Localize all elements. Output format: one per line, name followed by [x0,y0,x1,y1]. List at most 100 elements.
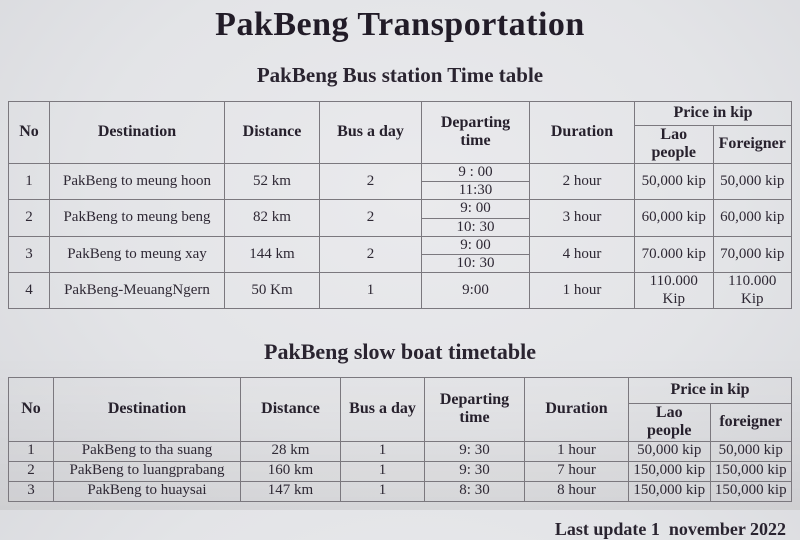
col-header-destination: Destination [53,376,241,442]
cell-duration: 4 hour [529,235,635,274]
bus-table-header: No Destination Distance Bus a day Depart… [8,101,792,164]
cell-distance: 52 km [224,162,320,201]
col-header-distance: Distance [240,376,341,442]
cell-distance: 28 km [240,440,341,462]
cell-duration: 1 hour [524,440,629,462]
cell-departing-time-1: 9: 00 [421,235,530,256]
header-row: No Destination Distance Bus a day Depart… [8,101,792,164]
cell-bus-a-day: 1 [340,460,425,482]
table-subrow: 10: 30 [9,254,792,274]
cell-price-lao: 50,000 kip [634,162,714,201]
cell-no: 1 [8,440,54,462]
cell-destination: PakBeng to tha suang [53,440,241,462]
cell-departing-time-1: 9 : 00 [421,162,530,183]
cell-departing-time-1: 9: 00 [421,199,530,219]
cell-no: 1 [8,162,50,201]
cell-bus-a-day: 2 [319,199,422,237]
cell-duration: 3 hour [529,199,635,237]
table-row: 2 PakBeng to meung beng 82 km 2 9: 00 3 … [8,199,792,237]
boat-table-title: PakBeng slow boat timetable [264,338,536,364]
col-header-foreigner: foreigner [709,402,792,442]
cell-duration: 1 hour [529,272,635,309]
cell-price-lao: 150,000 kip [628,480,711,502]
cell-departing-time: 9: 30 [424,460,525,482]
cell-distance: 50 Km [224,272,320,309]
cell-destination: PakBeng to luangprabang [53,460,241,482]
cell-bus-a-day: 2 [319,162,422,201]
col-header-lao-people: Lao people [628,402,711,442]
cell-departing-time-2: 10: 30 [421,254,530,274]
col-header-no: No [8,376,54,442]
col-header-bus-a-day: Bus a day [319,101,422,164]
cell-no: 2 [8,460,54,482]
cell-distance: 147 km [240,480,341,502]
cell-price-lao: 150,000 kip [628,460,711,482]
header-subrow: Lao people foreigner [9,402,792,442]
cell-price-foreigner: 150,000 kip [709,460,792,482]
cell-bus-a-day: 1 [340,480,425,502]
cell-departing-time: 9: 30 [424,440,525,462]
col-header-lao-people: Lao people [634,125,714,164]
table-row: 1 PakBeng to meung hoon 52 km 2 9 : 00 2… [8,162,792,201]
col-header-price-group: Price in kip [628,376,792,404]
table-row: 3 PakBeng to meung xay 144 km 2 9: 00 4 … [8,235,792,274]
cell-price-lao: 60,000 kip [634,199,714,237]
cell-price-foreigner: 150,000 kip [709,480,792,502]
table-row: 4 PakBeng-MeuangNgern 50 Km 1 9:00 1 hou… [8,272,792,309]
table-subrow: 11:30 [9,181,792,201]
table-row: 1 PakBeng to tha suang 28 km 1 9: 30 1 h… [8,440,792,462]
cell-price-lao: 50,000 kip [628,440,711,462]
cell-price-lao: 70.000 kip [634,235,714,274]
cell-no: 2 [8,199,50,237]
printed-timetable-page: PakBeng Transportation PakBeng Bus stati… [8,6,792,539]
col-header-bus-a-day: Bus a day [340,376,425,442]
slow-boat-timetable: No Destination Distance Bus a day Depart… [8,376,792,502]
cell-price-foreigner: 50,000 kip [709,440,792,462]
cell-price-foreigner: 50,000 kip [712,162,792,201]
cell-departing-time-1: 9:00 [421,272,530,309]
cell-departing-time-2: 11:30 [421,181,530,201]
cell-price-foreigner: 110.000 Kip [712,272,792,309]
cell-bus-a-day: 1 [319,272,422,309]
header-row: No Destination Distance Bus a day Depart… [8,376,792,442]
cell-destination: PakBeng to meung beng [49,199,225,237]
col-header-duration: Duration [529,101,635,164]
cell-bus-a-day: 2 [319,235,422,274]
col-header-no: No [8,101,50,164]
header-subrow: Lao people Foreigner [9,125,792,164]
cell-no: 4 [8,272,50,309]
cell-price-foreigner: 70,000 kip [712,235,792,274]
col-header-price-group: Price in kip [634,101,792,126]
bus-table-title: PakBeng Bus station Time table [256,63,544,87]
table-row: 3 PakBeng to huaysai 147 km 1 8: 30 8 ho… [8,480,792,502]
col-header-duration: Duration [524,376,629,442]
col-header-destination: Destination [49,101,225,164]
cell-distance: 160 km [240,460,341,482]
cell-no: 3 [8,480,54,502]
cell-distance: 144 km [224,235,320,274]
col-header-foreigner: Foreigner [712,125,792,164]
cell-price-foreigner: 60,000 kip [712,199,792,237]
boat-table-header: No Destination Distance Bus a day Depart… [8,376,792,442]
col-header-departing-time: Departing time [421,101,530,164]
cell-distance: 82 km [224,199,320,237]
bus-timetable: No Destination Distance Bus a day Depart… [8,101,792,309]
table-subrow: 10: 30 [9,217,792,237]
cell-no: 3 [8,235,50,274]
cell-destination: PakBeng-MeuangNgern [49,272,225,309]
col-header-departing-time: Departing time [424,376,525,442]
cell-duration: 2 hour [529,162,635,201]
table-row: 2 PakBeng to luangprabang 160 km 1 9: 30… [8,460,792,482]
cell-destination: PakBeng to meung xay [49,235,225,274]
cell-destination: PakBeng to huaysai [53,480,241,502]
cell-price-lao: 110.000 Kip [634,272,714,309]
cell-departing-time-2: 10: 30 [421,217,530,237]
cell-destination: PakBeng to meung hoon [49,162,225,201]
last-update-note: Last update 1 november 2022 [554,518,786,539]
cell-departing-time: 8: 30 [424,480,525,502]
page-title: PakBeng Transportation [215,6,585,43]
cell-duration: 8 hour [524,480,629,502]
cell-bus-a-day: 1 [340,440,425,462]
cell-duration: 7 hour [524,460,629,482]
col-header-distance: Distance [224,101,320,164]
